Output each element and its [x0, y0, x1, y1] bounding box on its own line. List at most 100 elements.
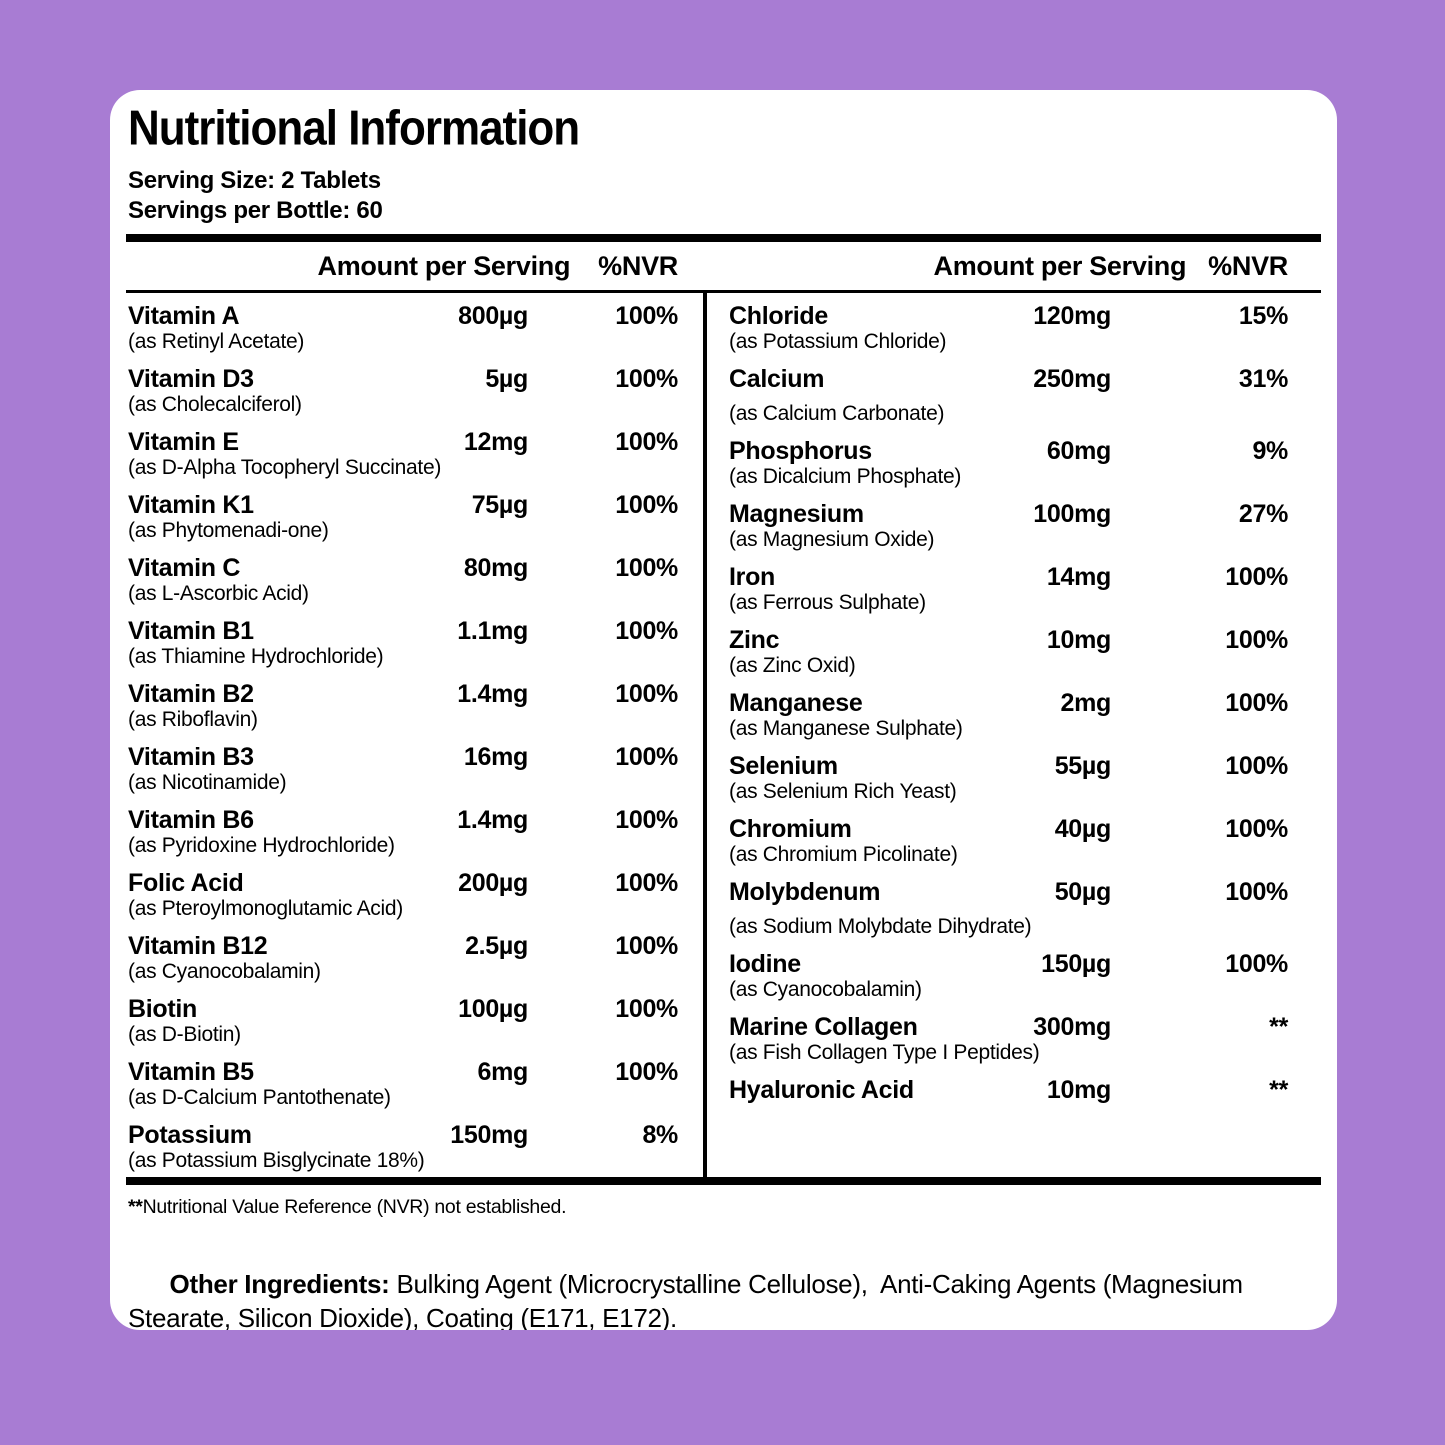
nutrient-name: Zinc [729, 626, 780, 654]
nutrient-name: Magnesium [729, 500, 864, 528]
nutrient-source: (as D-Biotin) [128, 1023, 241, 1046]
table-row: Magnesium 100mg 27% (as Magnesium Oxide) [729, 500, 1288, 551]
nutrient-table: Vitamin A 800µg 100% (as Retinyl Acetate… [110, 293, 1337, 1177]
table-row: Vitamin D3 5µg 100% (as Cholecalciferol) [128, 365, 678, 416]
nutrient-source: (as Phytomenadi-one) [128, 519, 329, 542]
table-row: Vitamin B2 1.4mg 100% (as Riboflavin) [128, 680, 678, 731]
nutrient-amount: 100µg [458, 995, 528, 1023]
nutrient-nvr: 100% [1225, 752, 1288, 780]
nutrient-nvr: 100% [615, 743, 678, 771]
nutrient-amount: 1.1mg [457, 617, 528, 645]
nutrient-name: Vitamin E [128, 428, 239, 456]
nutrient-source: (as L-Ascorbic Acid) [128, 582, 309, 605]
nutrient-nvr: 100% [1225, 878, 1288, 906]
table-row: Zinc 10mg 100% (as Zinc Oxid) [729, 626, 1288, 677]
nutrient-source: (as Manganese Sulphate) [729, 717, 963, 740]
nutrient-nvr: 27% [1238, 500, 1288, 528]
nutrient-amount: 1.4mg [457, 806, 528, 834]
nutrient-amount: 80mg [463, 554, 528, 582]
top-divider-rule [126, 234, 1321, 242]
right-column: Chloride 120mg 15% (as Potassium Chlorid… [707, 293, 1337, 1177]
nutrient-source: (as Calcium Carbonate) [729, 402, 945, 425]
nutrient-name: Selenium [729, 752, 838, 780]
nutrient-amount: 800µg [458, 302, 528, 330]
table-row: Chloride 120mg 15% (as Potassium Chlorid… [729, 302, 1288, 353]
nutrient-name: Vitamin B2 [128, 680, 254, 708]
nutrient-nvr: ** [1269, 1076, 1288, 1104]
nutrient-source: (as Potassium Chloride) [729, 330, 947, 353]
nutrition-label-card: Nutritional Information Serving Size: 2 … [110, 90, 1337, 1330]
table-row: Vitamin B12 2.5µg 100% (as Cyanocobalami… [128, 932, 678, 983]
amount-per-serving-header: Amount per Serving [933, 250, 1187, 281]
nutrient-nvr: 9% [1252, 437, 1288, 465]
nutrient-nvr: 100% [615, 365, 678, 393]
table-row: Vitamin K1 75µg 100% (as Phytomenadi-one… [128, 491, 678, 542]
nutrient-source: (as Riboflavin) [128, 708, 258, 731]
nutrient-amount: 10mg [1046, 626, 1111, 654]
nutrient-nvr: 100% [615, 680, 678, 708]
nutrient-name: Vitamin C [128, 554, 241, 582]
nutrient-source: (as D-Alpha Tocopheryl Succinate) [128, 456, 442, 479]
nutrient-name: Iodine [729, 950, 801, 978]
nutrient-amount: 150µg [1041, 950, 1111, 978]
nutrient-name: Marine Collagen [729, 1013, 918, 1041]
table-row: Vitamin B5 6mg 100% (as D-Calcium Pantot… [128, 1058, 678, 1109]
nutrient-name: Vitamin B5 [128, 1058, 254, 1086]
table-row: Phosphorus 60mg 9% (as Dicalcium Phospha… [729, 437, 1288, 488]
other-ingredients-label: Other Ingredients: [169, 1269, 390, 1299]
nvr-header: %NVR [1208, 250, 1288, 281]
nutrient-name: Chloride [729, 302, 828, 330]
table-row: Iron 14mg 100% (as Ferrous Sulphate) [729, 563, 1288, 614]
nutrient-amount: 50µg [1054, 878, 1112, 906]
nutrient-nvr: 100% [615, 869, 678, 897]
nutrient-name: Phosphorus [729, 437, 872, 465]
nutrient-name: Vitamin K1 [128, 491, 254, 519]
table-row: Manganese 2mg 100% (as Manganese Sulphat… [729, 689, 1288, 740]
table-row: Hyaluronic Acid 10mg ** [729, 1076, 1288, 1104]
other-ingredients: Other Ingredients: Bulking Agent (Microc… [110, 1233, 1337, 1330]
nutrient-nvr: 100% [615, 995, 678, 1023]
table-row: Marine Collagen 300mg ** (as Fish Collag… [729, 1013, 1288, 1064]
table-row: Potassium 150mg 8% (as Potassium Bisglyc… [128, 1121, 678, 1172]
table-row: Folic Acid 200µg 100% (as Pteroylmonoglu… [128, 869, 678, 920]
servings-per-bottle: Servings per Bottle: 60 [128, 197, 383, 224]
nutrient-name: Molybdenum [729, 878, 881, 906]
left-table-header: Amount per Serving %NVR [110, 251, 703, 282]
right-table-header: Amount per Serving %NVR [703, 251, 1337, 282]
nutrient-source: (as Zinc Oxid) [729, 654, 856, 677]
nutrient-source: (as Chromium Picolinate) [729, 843, 958, 866]
nutrient-nvr: 100% [615, 302, 678, 330]
nutrient-amount: 120mg [1033, 302, 1111, 330]
nutrient-source: (as Thiamine Hydrochloride) [128, 645, 384, 668]
nutrient-name: Biotin [128, 995, 198, 1023]
nutrient-name: Potassium [128, 1121, 252, 1149]
nutrient-nvr: 8% [642, 1121, 678, 1149]
table-row: Vitamin B3 16mg 100% (as Nicotinamide) [128, 743, 678, 794]
nutrient-source: (as Nicotinamide) [128, 771, 287, 794]
table-row: Selenium 55µg 100% (as Selenium Rich Yea… [729, 752, 1288, 803]
nutrient-nvr: 100% [615, 554, 678, 582]
nutrient-nvr: 31% [1238, 365, 1288, 393]
nutrient-nvr: 100% [615, 428, 678, 456]
nutrient-name: Calcium [729, 365, 825, 393]
nutrient-amount: 150mg [450, 1121, 528, 1149]
table-row: Vitamin B1 1.1mg 100% (as Thiamine Hydro… [128, 617, 678, 668]
nutrient-nvr: 100% [615, 1058, 678, 1086]
nutrient-name: Vitamin B3 [128, 743, 254, 771]
nutrient-nvr: 100% [615, 806, 678, 834]
nutrient-nvr: 100% [1225, 626, 1288, 654]
table-row: Vitamin A 800µg 100% (as Retinyl Acetate… [128, 302, 678, 353]
nutrient-source: (as Dicalcium Phosphate) [729, 465, 962, 488]
footnote-text: Nutritional Value Reference (NVR) not es… [142, 1196, 567, 1218]
nutrient-amount: 2.5µg [465, 932, 528, 960]
nutrient-amount: 16mg [463, 743, 528, 771]
nutrient-name: Folic Acid [128, 869, 244, 897]
nutrient-nvr: 100% [1225, 950, 1288, 978]
nutrient-name: Vitamin B6 [128, 806, 254, 834]
nutrient-amount: 12mg [463, 428, 528, 456]
nutrient-source: (as Cyanocobalamin) [729, 978, 922, 1001]
nutrient-amount: 60mg [1046, 437, 1111, 465]
table-row: Vitamin B6 1.4mg 100% (as Pyridoxine Hyd… [128, 806, 678, 857]
nutrient-source: (as Potassium Bisglycinate 18%) [128, 1149, 425, 1172]
